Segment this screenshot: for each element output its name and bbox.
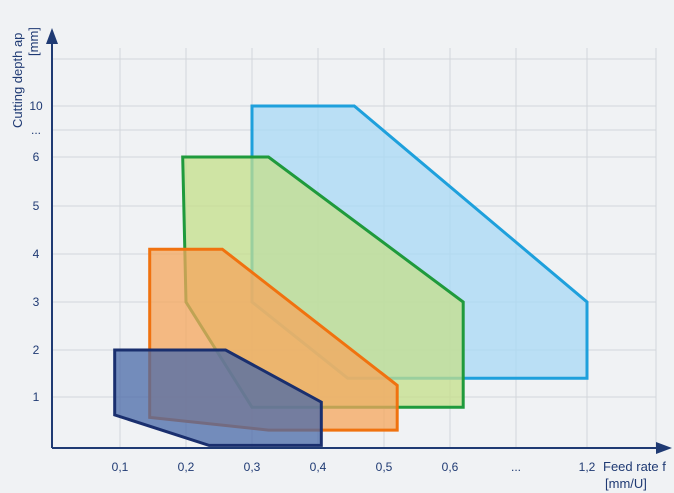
y-tick-label: 2 bbox=[33, 343, 40, 357]
application-range-4 bbox=[113, 348, 323, 447]
x-axis-label-line2: [mm/U] bbox=[605, 476, 647, 491]
tick-labels: 0,1 0,2 0,3 0,4 0,5 0,6... 1,2 1 2 3 4 5 6... 10 bbox=[29, 99, 595, 474]
y-tick-label: 6 bbox=[33, 150, 40, 164]
x-tick-label: 0,3 bbox=[244, 460, 261, 474]
x-tick-label: 0,2 bbox=[178, 460, 195, 474]
y-tick-label: ... bbox=[31, 123, 41, 137]
axes bbox=[46, 28, 672, 454]
y-axis-arrow bbox=[46, 28, 58, 44]
y-axis-label-line2: [mm] bbox=[26, 27, 41, 56]
x-tick-label: 0,6 bbox=[442, 460, 459, 474]
y-tick-label: 1 bbox=[33, 390, 40, 404]
y-tick-label: 4 bbox=[33, 247, 40, 261]
x-tick-label: ... bbox=[511, 460, 521, 474]
x-tick-label: 0,1 bbox=[112, 460, 129, 474]
y-tick-label: 3 bbox=[33, 295, 40, 309]
x-axis-label-line1: Feed rate f bbox=[603, 459, 666, 474]
y-tick-label: 5 bbox=[33, 199, 40, 213]
x-tick-label: 0,5 bbox=[376, 460, 393, 474]
x-tick-label: 1,2 bbox=[579, 460, 596, 474]
y-axis-label-line1: Cutting depth ap bbox=[10, 33, 25, 128]
x-axis-arrow bbox=[656, 442, 672, 454]
series-layer bbox=[113, 104, 589, 447]
x-tick-label: 0,4 bbox=[310, 460, 327, 474]
y-tick-label: 10 bbox=[29, 99, 43, 113]
